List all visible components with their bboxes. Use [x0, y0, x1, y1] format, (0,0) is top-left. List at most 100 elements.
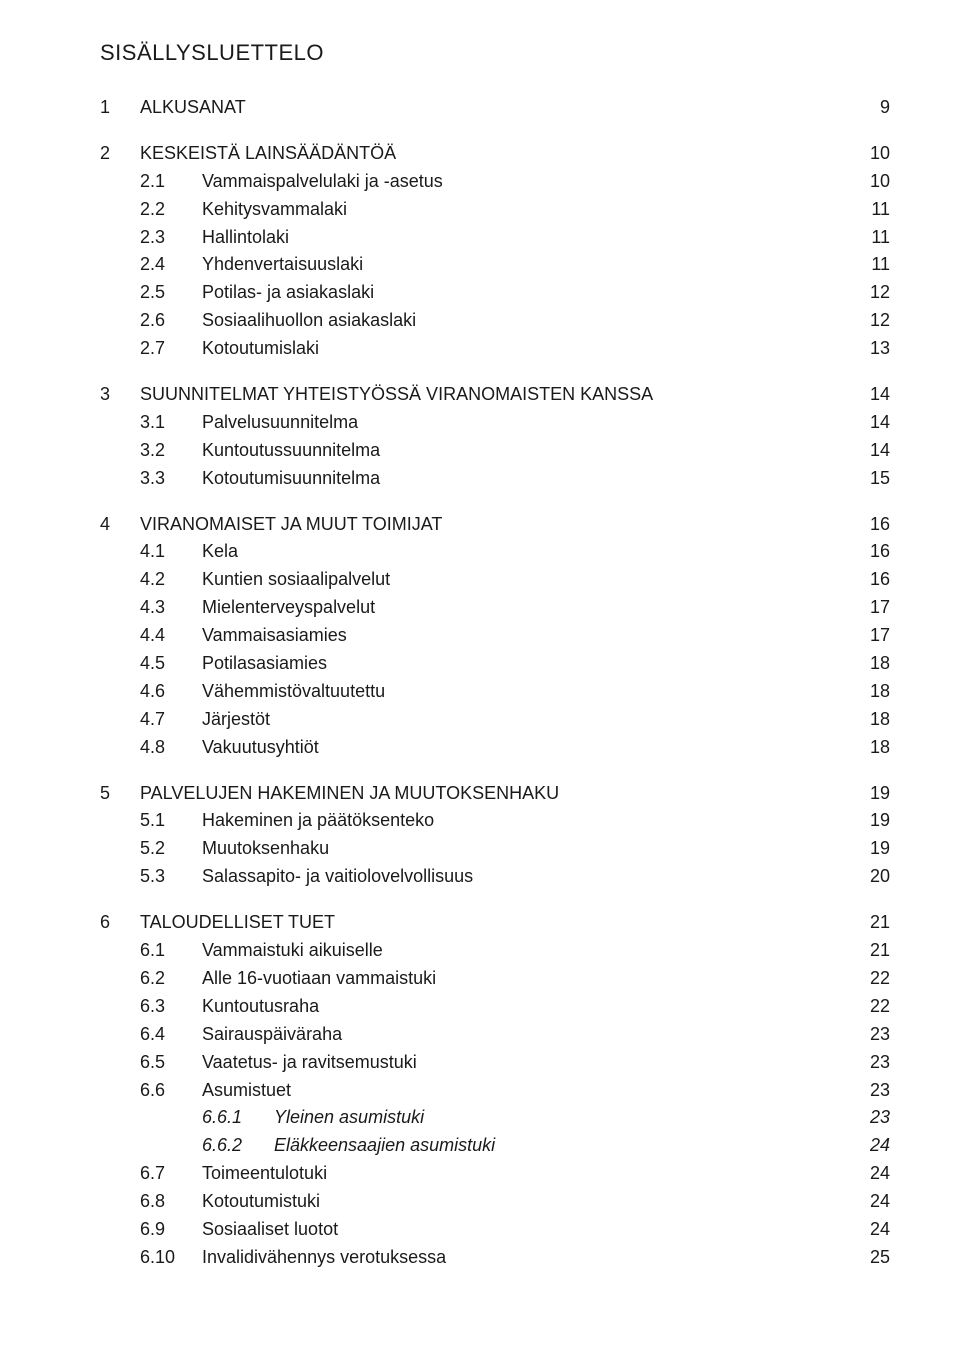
sub-number: 4.4	[140, 622, 202, 650]
toc-section-row: 6TALOUDELLISET TUET21	[100, 909, 890, 937]
sub-label: Kuntoutusraha	[202, 993, 850, 1021]
sub-label: Sosiaaliset luotot	[202, 1216, 850, 1244]
sub-page: 15	[850, 465, 890, 493]
sub-number: 3.1	[140, 409, 202, 437]
section-page: 10	[850, 140, 890, 168]
toc-sub-row: 3.3Kotoutumisuunnitelma15	[100, 465, 890, 493]
sub-label: Toimeentulotuki	[202, 1160, 850, 1188]
toc-sub-row: 6.1Vammaistuki aikuiselle21	[100, 937, 890, 965]
sub-number: 6.10	[140, 1244, 202, 1272]
toc-sub-row: 4.3Mielenterveyspalvelut17	[100, 594, 890, 622]
sub-number: 2.7	[140, 335, 202, 363]
section-number: 4	[100, 511, 140, 539]
sub-number: 2.3	[140, 224, 202, 252]
sub-page: 23	[850, 1077, 890, 1105]
section-number: 2	[100, 140, 140, 168]
toc-subsub-row: 6.6.1Yleinen asumistuki23	[100, 1104, 890, 1132]
toc-section-row: 5PALVELUJEN HAKEMINEN JA MUUTOKSENHAKU19	[100, 780, 890, 808]
sub-number: 6.2	[140, 965, 202, 993]
toc-section: 3SUUNNITELMAT YHTEISTYÖSSÄ VIRANOMAISTEN…	[100, 381, 890, 493]
sub-page: 13	[850, 335, 890, 363]
toc-sub-row: 6.5Vaatetus- ja ravitsemustuki23	[100, 1049, 890, 1077]
sub-number: 2.4	[140, 251, 202, 279]
toc-sub-row: 5.1Hakeminen ja päätöksenteko19	[100, 807, 890, 835]
subsub-page: 24	[850, 1132, 890, 1160]
toc-sub-row: 6.10Invalidivähennys verotuksessa25	[100, 1244, 890, 1272]
toc-title: SISÄLLYSLUETTELO	[100, 40, 890, 66]
section-label: VIRANOMAISET JA MUUT TOIMIJAT	[140, 511, 850, 539]
sub-number: 5.1	[140, 807, 202, 835]
sub-number: 6.7	[140, 1160, 202, 1188]
toc-sub-row: 3.1Palvelusuunnitelma14	[100, 409, 890, 437]
toc-sub-row: 5.2Muutoksenhaku19	[100, 835, 890, 863]
toc-sub-row: 2.2Kehitysvammalaki11	[100, 196, 890, 224]
sub-number: 4.6	[140, 678, 202, 706]
sub-number: 6.1	[140, 937, 202, 965]
sub-page: 16	[850, 538, 890, 566]
sub-page: 24	[850, 1216, 890, 1244]
sub-label: Vähemmistövaltuutettu	[202, 678, 850, 706]
sub-number: 4.1	[140, 538, 202, 566]
sub-number: 3.3	[140, 465, 202, 493]
sub-page: 23	[850, 1049, 890, 1077]
toc-sub-row: 5.3Salassapito- ja vaitiolovelvollisuus2…	[100, 863, 890, 891]
sub-page: 21	[850, 937, 890, 965]
toc-subsub-row: 6.6.2Eläkkeensaajien asumistuki24	[100, 1132, 890, 1160]
sub-label: Hallintolaki	[202, 224, 850, 252]
toc-sub-row: 2.3Hallintolaki11	[100, 224, 890, 252]
sub-page: 16	[850, 566, 890, 594]
sub-number: 6.4	[140, 1021, 202, 1049]
toc-section: 1ALKUSANAT9	[100, 94, 890, 122]
toc-section: 4VIRANOMAISET JA MUUT TOIMIJAT164.1Kela1…	[100, 511, 890, 762]
toc-sub-row: 4.5Potilasasiamies18	[100, 650, 890, 678]
toc-sub-row: 2.7Kotoutumislaki13	[100, 335, 890, 363]
sub-page: 19	[850, 835, 890, 863]
toc-section-row: 3SUUNNITELMAT YHTEISTYÖSSÄ VIRANOMAISTEN…	[100, 381, 890, 409]
sub-label: Yhdenvertaisuuslaki	[202, 251, 850, 279]
toc-sub-row: 6.6Asumistuet23	[100, 1077, 890, 1105]
sub-number: 6.8	[140, 1188, 202, 1216]
section-number: 1	[100, 94, 140, 122]
sub-label: Kela	[202, 538, 850, 566]
sub-page: 12	[850, 279, 890, 307]
sub-page: 18	[850, 734, 890, 762]
sub-page: 17	[850, 622, 890, 650]
sub-number: 2.5	[140, 279, 202, 307]
section-page: 9	[850, 94, 890, 122]
sub-page: 14	[850, 437, 890, 465]
sub-page: 22	[850, 965, 890, 993]
sub-label: Sairauspäiväraha	[202, 1021, 850, 1049]
toc-sub-row: 4.7Järjestöt18	[100, 706, 890, 734]
sub-label: Vaatetus- ja ravitsemustuki	[202, 1049, 850, 1077]
sub-page: 11	[850, 224, 890, 252]
sub-page: 11	[850, 251, 890, 279]
sub-number: 4.3	[140, 594, 202, 622]
sub-label: Kuntoutussuunnitelma	[202, 437, 850, 465]
toc-body: 1ALKUSANAT92KESKEISTÄ LAINSÄÄDÄNTÖÄ102.1…	[100, 94, 890, 1272]
sub-page: 23	[850, 1021, 890, 1049]
sub-number: 5.3	[140, 863, 202, 891]
section-number: 5	[100, 780, 140, 808]
section-page: 19	[850, 780, 890, 808]
toc-sub-row: 6.8Kotoutumistuki24	[100, 1188, 890, 1216]
sub-page: 10	[850, 168, 890, 196]
sub-label: Kehitysvammalaki	[202, 196, 850, 224]
toc-sub-row: 6.9Sosiaaliset luotot24	[100, 1216, 890, 1244]
sub-page: 25	[850, 1244, 890, 1272]
section-label: KESKEISTÄ LAINSÄÄDÄNTÖÄ	[140, 140, 850, 168]
sub-number: 4.8	[140, 734, 202, 762]
section-label: PALVELUJEN HAKEMINEN JA MUUTOKSENHAKU	[140, 780, 850, 808]
sub-label: Kuntien sosiaalipalvelut	[202, 566, 850, 594]
sub-page: 18	[850, 650, 890, 678]
sub-page: 17	[850, 594, 890, 622]
sub-label: Kotoutumistuki	[202, 1188, 850, 1216]
sub-number: 6.9	[140, 1216, 202, 1244]
sub-label: Hakeminen ja päätöksenteko	[202, 807, 850, 835]
sub-label: Alle 16-vuotiaan vammaistuki	[202, 965, 850, 993]
sub-label: Palvelusuunnitelma	[202, 409, 850, 437]
sub-label: Muutoksenhaku	[202, 835, 850, 863]
toc-section: 2KESKEISTÄ LAINSÄÄDÄNTÖÄ102.1Vammaispalv…	[100, 140, 890, 363]
sub-label: Potilasasiamies	[202, 650, 850, 678]
toc-section: 6TALOUDELLISET TUET216.1Vammaistuki aiku…	[100, 909, 890, 1272]
toc-sub-row: 4.6Vähemmistövaltuutettu18	[100, 678, 890, 706]
